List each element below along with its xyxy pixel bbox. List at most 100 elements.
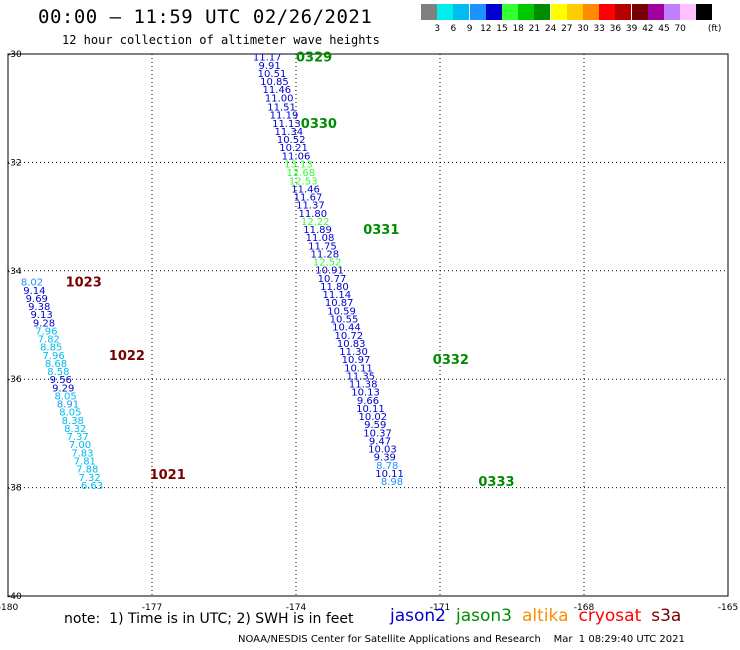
wave-height-label: 12.52 <box>313 258 342 269</box>
wave-height-label: 9.66 <box>357 396 379 407</box>
wave-height-label: 10.11 <box>356 404 385 415</box>
wave-height-label: 12.68 <box>286 168 315 179</box>
y-tick-label: -32 <box>7 158 22 168</box>
x-tick-label: -180 <box>0 603 18 613</box>
scale-label: 12 <box>480 24 492 34</box>
x-tick-label: -177 <box>142 603 162 613</box>
wave-height-label: 8.58 <box>47 367 69 378</box>
scale-label: 45 <box>658 24 670 34</box>
scale-swatch <box>696 4 713 20</box>
chart-subtitle: 12 hour collection of altimeter wave hei… <box>62 33 380 47</box>
wave-height-label: 7.88 <box>76 465 98 476</box>
scale-label: 24 <box>544 24 557 34</box>
wave-height-label: 8.05 <box>54 391 76 402</box>
wave-height-label: 11.13 <box>272 119 301 130</box>
wave-height-label: 10.03 <box>368 445 397 456</box>
x-tick-label: -171 <box>430 603 450 613</box>
wave-height-label: 9.14 <box>23 286 45 297</box>
pass-time-label: 1022 <box>109 349 145 364</box>
satellite-altika: altika <box>522 606 569 626</box>
wave-height-label: 11.30 <box>339 347 368 358</box>
y-tick-label: -40 <box>7 592 22 602</box>
wave-height-label: 9.69 <box>26 294 48 305</box>
wave-height-label: 9.47 <box>369 436 391 447</box>
y-tick-label: -36 <box>7 375 22 385</box>
pass-time-label: 0333 <box>478 475 514 490</box>
scale-label: 42 <box>642 24 654 34</box>
x-tick-label: -174 <box>286 603 307 613</box>
wave-height-label: 9.13 <box>30 310 52 321</box>
wave-height-label: 8.78 <box>376 461 398 472</box>
wave-height-label: 8.68 <box>45 359 67 370</box>
satellite-jason3: jason3 <box>456 606 512 626</box>
scale-label: 30 <box>577 24 589 34</box>
wave-height-label: 7.32 <box>78 473 100 484</box>
wave-height-label: 10.85 <box>260 77 289 88</box>
scale-swatch <box>550 4 567 20</box>
scale-swatch <box>664 4 680 20</box>
wave-height-label: 10.11 <box>344 363 373 374</box>
wave-height-label: 7.82 <box>38 335 60 346</box>
wave-height-label: 7.96 <box>35 326 57 337</box>
pass-time-label: 1021 <box>150 468 186 483</box>
pass-time-label: 0331 <box>363 223 399 238</box>
chart-title: 00:00 – 11:59 UTC 02/26/2021 <box>38 6 373 28</box>
scale-label: 6 <box>450 24 457 34</box>
wave-height-label: 11.34 <box>274 127 303 138</box>
scale-swatch <box>599 4 616 20</box>
wave-height-label: 10.59 <box>327 306 356 317</box>
scale-swatch <box>615 4 632 20</box>
wave-height-label: 11.17 <box>253 53 282 64</box>
scale-swatch <box>502 4 518 20</box>
pass-time-label: 0332 <box>433 353 469 368</box>
pass-time-label: 1023 <box>66 276 102 291</box>
wave-height-label: 9.59 <box>364 420 386 431</box>
wave-height-label: 8.91 <box>57 400 79 411</box>
scale-swatch <box>534 4 551 20</box>
wave-height-label: 11.51 <box>267 103 296 114</box>
wave-height-label: 11.89 <box>303 225 332 236</box>
wave-height-label: 7.00 <box>69 440 91 451</box>
wave-height-label: 9.28 <box>33 318 55 329</box>
wave-height-label: 8.98 <box>381 477 403 488</box>
wave-height-label: 8.05 <box>59 408 81 419</box>
wave-height-label: 10.37 <box>363 428 392 439</box>
scale-swatch <box>421 4 437 20</box>
wave-height-label: 10.52 <box>277 135 306 146</box>
pass-time-label: 0329 <box>296 51 332 66</box>
wave-height-label: 13.13 <box>284 159 313 170</box>
scale-swatch <box>680 4 697 20</box>
wave-height-label: 9.91 <box>258 61 280 72</box>
wave-height-label: 11.08 <box>306 233 335 244</box>
y-tick-label: -30 <box>7 50 22 60</box>
wave-height-label: 11.38 <box>349 380 378 391</box>
wave-height-label: 10.11 <box>375 469 404 480</box>
wave-height-label: 10.02 <box>358 412 387 423</box>
scale-swatch <box>453 4 470 20</box>
wave-height-label: 10.77 <box>318 274 347 285</box>
wave-height-label: 6.63 <box>81 481 103 492</box>
x-tick-label: -165 <box>718 603 738 613</box>
wave-height-label: 11.14 <box>322 290 351 301</box>
satellite-jason2: jason2 <box>390 606 446 626</box>
satellite-s3a: s3a <box>651 606 682 626</box>
scale-label: 18 <box>512 24 524 34</box>
satellite-cryosat: cryosat <box>578 606 642 626</box>
scale-label: 21 <box>528 24 541 34</box>
wave-height-label: 9.38 <box>28 302 50 313</box>
wave-height-label: 11.80 <box>320 282 349 293</box>
scale-label: 70 <box>674 24 686 34</box>
wave-height-label: 10.21 <box>279 143 308 154</box>
scale-label: 33 <box>593 24 605 34</box>
units-note: note: 1) Time is in UTC; 2) SWH is in fe… <box>64 611 354 627</box>
wave-height-label: 8.85 <box>40 343 62 354</box>
scale-label: 15 <box>496 24 508 34</box>
wave-height-label: 9.39 <box>374 453 396 464</box>
y-tick-label: -34 <box>7 267 22 277</box>
wave-height-label: 11.46 <box>262 85 291 96</box>
wave-height-label: 10.51 <box>258 69 287 80</box>
wave-height-label: 7.81 <box>74 457 96 468</box>
wave-height-label: 7.37 <box>66 432 88 443</box>
